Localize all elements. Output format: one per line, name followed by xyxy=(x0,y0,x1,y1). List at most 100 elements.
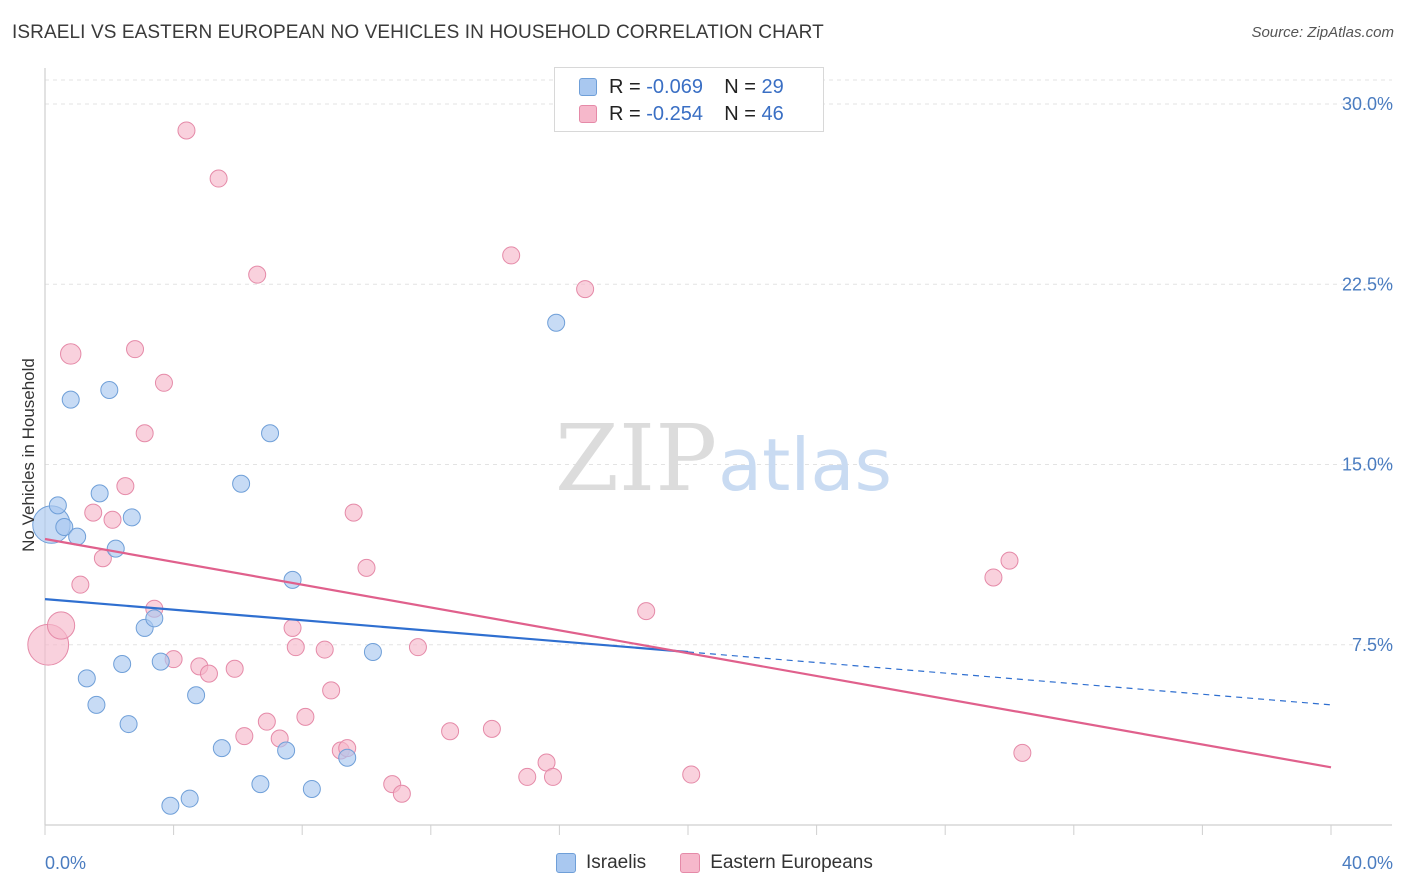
eastern-point xyxy=(209,169,228,188)
israelis-point xyxy=(187,686,206,705)
legend-n-label: N = xyxy=(724,102,756,125)
israelis-point xyxy=(277,741,296,760)
israelis-point xyxy=(363,642,382,661)
y-tick-label: 15.0% xyxy=(1342,455,1393,475)
eastern-point xyxy=(116,477,135,496)
eastern-point xyxy=(357,558,376,577)
eastern-point xyxy=(225,659,244,678)
eastern-point xyxy=(286,638,305,657)
y-tick-label: 30.0% xyxy=(1342,94,1393,114)
legend-n-label: N = xyxy=(724,75,756,98)
israelis-point xyxy=(261,424,280,443)
israelis-point xyxy=(180,789,199,808)
israelis-point xyxy=(55,518,74,536)
israelis-point xyxy=(87,695,106,714)
x-tick-label: 0.0% xyxy=(45,853,86,873)
watermark: ZIP atlas xyxy=(555,405,892,512)
israelis-point xyxy=(100,381,119,400)
israelis-trend-line xyxy=(44,598,689,654)
eastern-point xyxy=(682,765,701,784)
source-label: Source: ZipAtlas.com xyxy=(1251,24,1394,41)
eastern-point xyxy=(84,503,103,522)
eastern-point xyxy=(518,767,537,786)
israelis-point xyxy=(113,654,132,673)
israelis-point xyxy=(106,539,125,558)
chart-title: ISRAELI VS EASTERN EUROPEAN NO VEHICLES … xyxy=(12,22,824,43)
eastern-point xyxy=(392,784,411,803)
israelis-point xyxy=(212,739,231,758)
israelis-point xyxy=(283,570,302,589)
israelis-point xyxy=(302,779,321,798)
eastern-point xyxy=(502,246,521,265)
legend-r-value: -0.254 xyxy=(646,102,703,125)
israelis-point xyxy=(77,669,96,688)
legend-n-value: 29 xyxy=(761,75,784,98)
y-axis-label: No Vehicles in Household xyxy=(19,358,38,552)
legend-swatch-israelis xyxy=(579,78,597,96)
israelis-point xyxy=(145,609,164,628)
eastern-point xyxy=(322,681,341,700)
eastern-point xyxy=(482,719,501,738)
eastern-point xyxy=(46,611,76,640)
bottom-legend-eastern: Eastern Europeans xyxy=(680,852,873,874)
eastern-point xyxy=(576,280,595,299)
eastern-point xyxy=(235,727,254,746)
eastern-point xyxy=(1000,551,1019,570)
eastern-point xyxy=(257,712,276,731)
eastern-point xyxy=(60,343,82,365)
israelis-point xyxy=(119,715,138,734)
israelis-point xyxy=(61,390,80,409)
bottom-legend: Israelis Eastern Europeans xyxy=(556,852,907,874)
legend-r-value: -0.069 xyxy=(646,75,703,98)
eastern-point xyxy=(103,510,122,529)
bottom-legend-swatch-eastern xyxy=(680,853,701,873)
legend: R = -0.069 N = 29 R = -0.254 N = 46 xyxy=(554,67,824,132)
eastern-point xyxy=(126,340,145,359)
eastern-point xyxy=(1013,743,1032,762)
watermark-zip: ZIP xyxy=(555,405,717,512)
eastern-point xyxy=(135,424,154,443)
tick-labels: 7.5% 15.0% 22.5% 30.0% 0.0% 40.0% xyxy=(45,94,1393,873)
israelis-trend-line-extension xyxy=(687,651,1332,706)
eastern-point xyxy=(984,568,1003,587)
eastern-point xyxy=(199,664,218,683)
bottom-legend-label-eastern: Eastern Europeans xyxy=(710,852,873,873)
bottom-legend-label-israelis: Israelis xyxy=(586,852,647,873)
eastern-point xyxy=(408,638,427,657)
eastern-point xyxy=(296,707,315,726)
eastern-point xyxy=(248,265,267,284)
eastern-point xyxy=(177,121,196,140)
israelis-point xyxy=(547,313,566,332)
legend-n-value: 46 xyxy=(761,102,784,125)
israelis-point xyxy=(338,748,357,767)
legend-row-eastern: R = -0.254 N = 46 xyxy=(579,101,784,127)
bottom-legend-swatch-israelis xyxy=(556,853,576,873)
eastern-point xyxy=(283,618,302,637)
eastern-point xyxy=(344,503,363,522)
x-tick-label: 40.0% xyxy=(1342,853,1393,873)
eastern-point xyxy=(441,722,460,741)
eastern-trend-line xyxy=(44,537,1332,769)
axes xyxy=(44,68,1392,835)
eastern-point xyxy=(543,767,562,786)
trend-lines xyxy=(44,537,1332,769)
israelis-point xyxy=(232,474,251,493)
legend-row-israelis: R = -0.069 N = 29 xyxy=(579,74,784,100)
legend-r-label: R = xyxy=(609,75,641,98)
legend-swatch-eastern xyxy=(579,105,597,123)
israelis-point xyxy=(122,508,141,527)
eastern-point xyxy=(315,640,334,659)
watermark-atlas: atlas xyxy=(718,423,892,507)
gridlines xyxy=(45,79,1392,646)
israelis-point xyxy=(161,796,180,815)
eastern-point xyxy=(637,602,656,621)
israelis-point xyxy=(90,484,109,503)
israelis-point xyxy=(48,496,67,515)
israelis-point xyxy=(251,775,270,794)
eastern-point xyxy=(71,575,90,594)
bottom-legend-israelis: Israelis xyxy=(556,852,646,874)
y-tick-label: 22.5% xyxy=(1342,274,1393,294)
israelis-point xyxy=(151,652,170,671)
y-tick-label: 7.5% xyxy=(1352,635,1393,655)
